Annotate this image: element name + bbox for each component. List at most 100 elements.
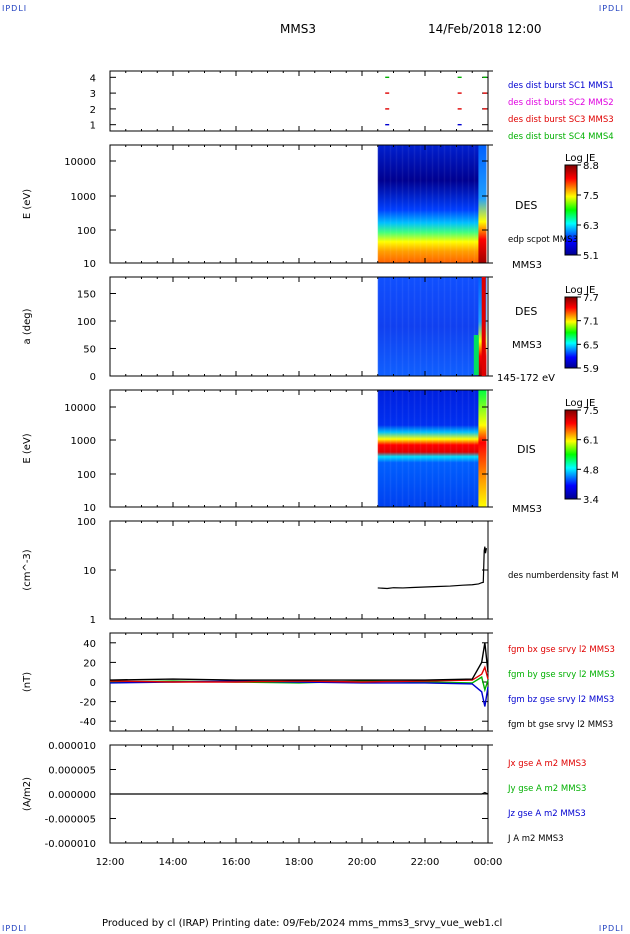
y-tick-label: -0.000005: [45, 815, 96, 826]
spectrogram-texture: [455, 277, 458, 376]
spectrogram-texture: [425, 390, 428, 507]
colorbar-tick-label: 4.8: [583, 465, 599, 476]
spectrogram-texture: [395, 277, 398, 376]
spectrogram-texture: [443, 145, 446, 263]
y-tick-label: 10: [83, 259, 96, 270]
y-tick-label: 0: [90, 372, 96, 383]
spectrogram-texture: [413, 145, 416, 263]
spectrogram-texture: [431, 277, 434, 376]
time-tick-label: 12:00: [96, 857, 125, 868]
spectrogram-texture: [461, 145, 464, 263]
panel-ylabel: (A/m2): [22, 777, 33, 811]
spectrogram-texture: [383, 145, 386, 263]
spectrogram-texture: [455, 145, 458, 263]
panel-frame: [109, 70, 489, 132]
panel-ylabel: (nT): [22, 672, 33, 692]
burst-legend-entry: des dist burst SC4 MMS4: [508, 132, 614, 142]
time-tick-label: 00:00: [474, 857, 503, 868]
panel-ylabel: a (deg): [22, 308, 33, 344]
spectrogram-texture: [473, 277, 476, 376]
spectrogram-texture: [407, 145, 410, 263]
y-tick-label: 40: [83, 639, 96, 650]
y-tick-label: 0.000010: [48, 741, 96, 752]
spectrogram-fill: [377, 145, 487, 263]
magnetic-line: [109, 665, 489, 683]
spectrogram-edge: [478, 145, 487, 263]
spectrogram-texture: [461, 390, 464, 507]
y-tick-label: 0.000005: [48, 766, 96, 777]
burst-legend-entry: des dist burst SC1 MMS1: [508, 81, 614, 91]
panel-ylabel: E (eV): [22, 189, 33, 219]
y-tick-label: 100: [77, 226, 96, 237]
magnetic-legend-entry: fgm bx gse srvy l2 MMS3: [508, 645, 615, 655]
spectrogram-texture: [389, 277, 392, 376]
spectrogram-texture: [473, 145, 476, 263]
colorbar-tick-label: 6.3: [583, 221, 599, 232]
spectrogram-texture: [395, 390, 398, 507]
spectrogram-texture: [461, 277, 464, 376]
spectrogram-texture: [419, 145, 422, 263]
colorbar-title: Log JE: [565, 398, 595, 409]
y-tick-label: 1: [90, 615, 96, 626]
current-legend-entry: Jz gse A m2 MMS3: [507, 809, 586, 819]
y-tick-label: -40: [80, 717, 96, 728]
spacecraft-label: MMS3: [512, 340, 542, 351]
y-tick-label: 150: [77, 290, 96, 301]
time-tick-label: 22:00: [411, 857, 440, 868]
spectrogram-texture: [377, 277, 380, 376]
spectrogram-fill: [377, 277, 487, 376]
des-sublabel: edp scpot MMS3: [508, 235, 578, 245]
burst-legend-entry: des dist burst SC2 MMS2: [508, 98, 614, 108]
panel-frame: [109, 520, 489, 620]
y-tick-label: 50: [83, 345, 96, 356]
current-legend-entry: J A m2 MMS3: [507, 834, 564, 844]
colorbar-tick-label: 3.4: [583, 495, 599, 506]
y-tick-label: 0.000000: [48, 790, 96, 801]
panel-ylabel: E (eV): [22, 433, 33, 463]
time-tick-label: 18:00: [285, 857, 314, 868]
spectrogram-texture: [449, 390, 452, 507]
colorbar-tick-label: 5.9: [583, 364, 599, 375]
panel-ylabel: (cm^-3): [22, 549, 33, 590]
colorbar: [564, 164, 578, 256]
spectrogram-texture: [401, 145, 404, 263]
spectrogram-texture: [407, 277, 410, 376]
colorbar: [564, 296, 578, 369]
spectrogram-texture: [449, 277, 452, 376]
spectrogram-texture: [419, 277, 422, 376]
spectrogram-texture: [425, 145, 428, 263]
corner-label-top-left: IPDLI: [2, 4, 28, 13]
spectrogram-texture: [431, 390, 434, 507]
y-tick-label: -0.000010: [45, 839, 96, 850]
spectrogram-edge: [478, 390, 487, 507]
y-tick-label: 10000: [64, 403, 96, 414]
y-tick-label: 0: [90, 678, 96, 689]
current-legend-entry: Jy gse A m2 MMS3: [507, 784, 586, 794]
dis-label: DIS: [517, 443, 536, 456]
spectrogram-texture: [383, 390, 386, 507]
date-title: 14/Feb/2018 12:00: [428, 22, 542, 36]
time-tick-label: 20:00: [348, 857, 377, 868]
colorbar-tick-label: 5.1: [583, 251, 599, 262]
spectrogram-texture: [377, 145, 380, 263]
colorbar-tick-label: 7.5: [583, 191, 599, 202]
des-pitch-label: DES: [515, 305, 537, 318]
spectrogram-texture: [401, 277, 404, 376]
y-tick-label: 10000: [64, 157, 96, 168]
colorbar-tick-label: 7.7: [583, 293, 599, 304]
footer-credits: Produced by cl (IRAP) Printing date: 09/…: [102, 918, 503, 929]
magnetic-legend-entry: fgm bz gse srvy l2 MMS3: [508, 695, 614, 705]
magnetic-legend-entry: fgm bt gse srvy l2 MMS3: [508, 720, 613, 730]
spectrogram-texture: [383, 277, 386, 376]
spectrogram-texture: [395, 145, 398, 263]
spectrogram-texture: [449, 145, 452, 263]
spacecraft-label: MMS3: [512, 260, 542, 271]
spectrogram-texture: [425, 277, 428, 376]
current-line: [110, 791, 489, 795]
spectrogram-texture: [431, 145, 434, 263]
y-tick-label: 4: [90, 73, 96, 84]
density-legend-entry: des numberdensity fast M: [508, 571, 619, 581]
colorbar-tick-label: 7.1: [583, 317, 599, 328]
magnetic-legend-entry: fgm by gse srvy l2 MMS3: [508, 670, 615, 680]
